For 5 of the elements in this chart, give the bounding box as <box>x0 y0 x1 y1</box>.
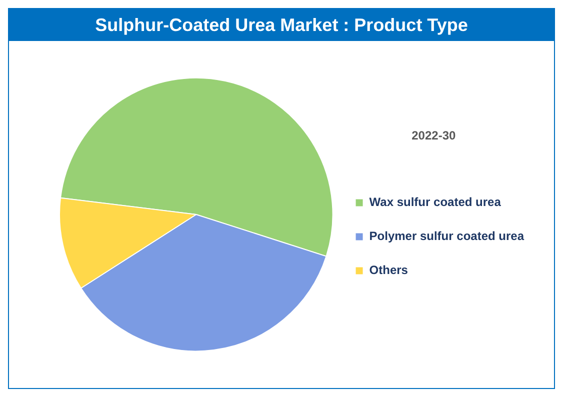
legend-title: 2022-30 <box>412 128 456 143</box>
legend-label: Wax sulfur coated urea <box>369 195 502 210</box>
legend-label: Polymer sulfur coated urea <box>369 229 524 244</box>
legend-label: Others <box>369 263 408 278</box>
chart-title: Sulphur-Coated Urea Market : Product Type <box>9 9 554 41</box>
